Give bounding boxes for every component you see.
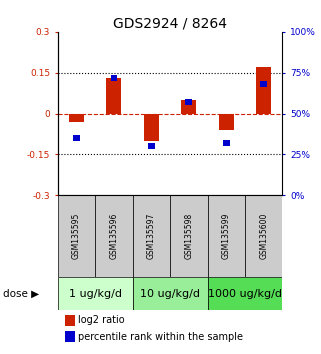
- Bar: [65, 331, 74, 342]
- FancyBboxPatch shape: [58, 195, 95, 277]
- Text: GSM135598: GSM135598: [184, 213, 193, 259]
- FancyBboxPatch shape: [133, 195, 170, 277]
- Text: 1 ug/kg/d: 1 ug/kg/d: [69, 289, 122, 298]
- Text: GSM135597: GSM135597: [147, 213, 156, 259]
- Bar: [219, 114, 234, 130]
- Title: GDS2924 / 8264: GDS2924 / 8264: [113, 17, 227, 31]
- Text: GSM135599: GSM135599: [222, 213, 231, 259]
- Bar: [186, 99, 192, 105]
- FancyBboxPatch shape: [95, 195, 133, 277]
- Text: GSM135595: GSM135595: [72, 213, 81, 259]
- FancyBboxPatch shape: [208, 195, 245, 277]
- Bar: [256, 67, 271, 114]
- Bar: [110, 75, 117, 81]
- FancyBboxPatch shape: [58, 277, 133, 310]
- Bar: [148, 143, 155, 149]
- Text: GSM135596: GSM135596: [109, 213, 118, 259]
- Bar: [181, 100, 196, 114]
- Text: 10 ug/kg/d: 10 ug/kg/d: [140, 289, 200, 298]
- Text: dose ▶: dose ▶: [3, 289, 39, 298]
- Bar: [144, 114, 159, 141]
- Bar: [260, 81, 267, 87]
- FancyBboxPatch shape: [245, 195, 282, 277]
- Bar: [65, 315, 74, 326]
- FancyBboxPatch shape: [133, 277, 208, 310]
- Text: GSM135600: GSM135600: [259, 213, 268, 259]
- FancyBboxPatch shape: [170, 195, 208, 277]
- Bar: [73, 135, 80, 141]
- Bar: [69, 114, 84, 122]
- Text: log2 ratio: log2 ratio: [78, 315, 125, 325]
- Text: percentile rank within the sample: percentile rank within the sample: [78, 332, 243, 342]
- FancyBboxPatch shape: [208, 277, 282, 310]
- Bar: [223, 140, 230, 146]
- Text: 1000 ug/kg/d: 1000 ug/kg/d: [208, 289, 282, 298]
- Bar: [107, 78, 121, 114]
